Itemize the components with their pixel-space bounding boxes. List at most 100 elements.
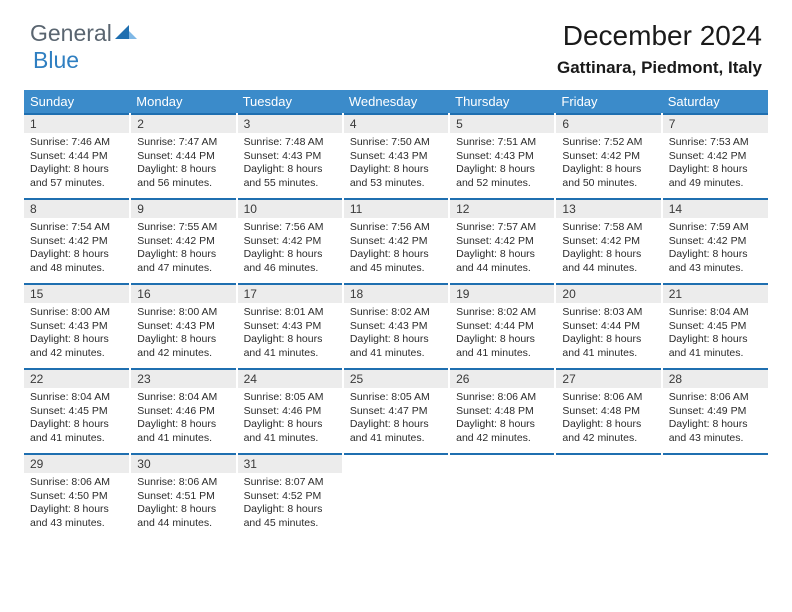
week-daynum-row: 22232425262728 — [24, 369, 768, 388]
day-header-row: SundayMondayTuesdayWednesdayThursdayFrid… — [24, 90, 768, 114]
day-header: Saturday — [662, 90, 768, 114]
week-body-row: Sunrise: 7:46 AMSunset: 4:44 PMDaylight:… — [24, 133, 768, 199]
day-body-cell: Sunrise: 7:59 AMSunset: 4:42 PMDaylight:… — [662, 218, 768, 284]
logo-text-blue-wrap: Blue — [33, 47, 79, 74]
sunset-text: Sunset: 4:43 PM — [456, 150, 548, 164]
daylight-text: Daylight: 8 hours and 47 minutes. — [137, 248, 229, 275]
sunrise-text: Sunrise: 8:06 AM — [562, 391, 654, 405]
day-header: Monday — [130, 90, 236, 114]
sunrise-text: Sunrise: 8:04 AM — [669, 306, 762, 320]
sunset-text: Sunset: 4:42 PM — [669, 235, 762, 249]
day-number-cell: 28 — [662, 369, 768, 388]
sunset-text: Sunset: 4:44 PM — [456, 320, 548, 334]
day-number-cell: 1 — [24, 114, 130, 133]
day-number-cell: 2 — [130, 114, 236, 133]
day-number-cell — [662, 454, 768, 473]
daylight-text: Daylight: 8 hours and 42 minutes. — [456, 418, 548, 445]
sunset-text: Sunset: 4:44 PM — [562, 320, 654, 334]
day-body-cell — [343, 473, 449, 539]
week-body-row: Sunrise: 8:00 AMSunset: 4:43 PMDaylight:… — [24, 303, 768, 369]
sunset-text: Sunset: 4:43 PM — [244, 320, 336, 334]
day-number-cell: 4 — [343, 114, 449, 133]
sunrise-text: Sunrise: 8:03 AM — [562, 306, 654, 320]
day-body-cell: Sunrise: 8:02 AMSunset: 4:43 PMDaylight:… — [343, 303, 449, 369]
day-body-cell: Sunrise: 8:00 AMSunset: 4:43 PMDaylight:… — [130, 303, 236, 369]
sunset-text: Sunset: 4:42 PM — [350, 235, 442, 249]
daylight-text: Daylight: 8 hours and 41 minutes. — [244, 333, 336, 360]
daylight-text: Daylight: 8 hours and 52 minutes. — [456, 163, 548, 190]
day-body-cell: Sunrise: 8:05 AMSunset: 4:47 PMDaylight:… — [343, 388, 449, 454]
daylight-text: Daylight: 8 hours and 43 minutes. — [30, 503, 123, 530]
day-body-cell: Sunrise: 8:04 AMSunset: 4:45 PMDaylight:… — [662, 303, 768, 369]
day-body-cell — [662, 473, 768, 539]
daylight-text: Daylight: 8 hours and 46 minutes. — [244, 248, 336, 275]
daylight-text: Daylight: 8 hours and 42 minutes. — [562, 418, 654, 445]
sunset-text: Sunset: 4:42 PM — [244, 235, 336, 249]
day-header: Wednesday — [343, 90, 449, 114]
day-body-cell: Sunrise: 7:57 AMSunset: 4:42 PMDaylight:… — [449, 218, 555, 284]
daylight-text: Daylight: 8 hours and 41 minutes. — [137, 418, 229, 445]
sunset-text: Sunset: 4:42 PM — [30, 235, 123, 249]
sunset-text: Sunset: 4:42 PM — [562, 150, 654, 164]
sunset-text: Sunset: 4:42 PM — [456, 235, 548, 249]
sunrise-text: Sunrise: 8:06 AM — [30, 476, 123, 490]
sunrise-text: Sunrise: 8:06 AM — [456, 391, 548, 405]
sunrise-text: Sunrise: 8:06 AM — [669, 391, 762, 405]
day-number-cell: 10 — [237, 199, 343, 218]
day-body-cell: Sunrise: 7:47 AMSunset: 4:44 PMDaylight:… — [130, 133, 236, 199]
daylight-text: Daylight: 8 hours and 44 minutes. — [562, 248, 654, 275]
sunset-text: Sunset: 4:46 PM — [244, 405, 336, 419]
day-number-cell: 25 — [343, 369, 449, 388]
day-body-cell: Sunrise: 7:53 AMSunset: 4:42 PMDaylight:… — [662, 133, 768, 199]
day-body-cell: Sunrise: 8:06 AMSunset: 4:50 PMDaylight:… — [24, 473, 130, 539]
day-body-cell: Sunrise: 8:04 AMSunset: 4:46 PMDaylight:… — [130, 388, 236, 454]
sunrise-text: Sunrise: 7:52 AM — [562, 136, 654, 150]
daylight-text: Daylight: 8 hours and 41 minutes. — [669, 333, 762, 360]
logo: General — [30, 20, 139, 47]
sunrise-text: Sunrise: 8:02 AM — [456, 306, 548, 320]
day-body-cell: Sunrise: 7:50 AMSunset: 4:43 PMDaylight:… — [343, 133, 449, 199]
day-header: Friday — [555, 90, 661, 114]
sunset-text: Sunset: 4:42 PM — [562, 235, 654, 249]
day-number-cell: 20 — [555, 284, 661, 303]
month-title: December 2024 — [557, 20, 762, 52]
day-number-cell: 7 — [662, 114, 768, 133]
calendar-table: SundayMondayTuesdayWednesdayThursdayFrid… — [24, 90, 768, 539]
sunrise-text: Sunrise: 8:04 AM — [30, 391, 123, 405]
daylight-text: Daylight: 8 hours and 49 minutes. — [669, 163, 762, 190]
week-daynum-row: 1234567 — [24, 114, 768, 133]
daylight-text: Daylight: 8 hours and 55 minutes. — [244, 163, 336, 190]
sunrise-text: Sunrise: 7:48 AM — [244, 136, 336, 150]
sunset-text: Sunset: 4:43 PM — [350, 150, 442, 164]
day-number-cell: 17 — [237, 284, 343, 303]
week-daynum-row: 15161718192021 — [24, 284, 768, 303]
logo-text-general: General — [30, 20, 112, 47]
day-body-cell: Sunrise: 7:46 AMSunset: 4:44 PMDaylight:… — [24, 133, 130, 199]
sunset-text: Sunset: 4:47 PM — [350, 405, 442, 419]
day-body-cell: Sunrise: 7:55 AMSunset: 4:42 PMDaylight:… — [130, 218, 236, 284]
day-number-cell: 27 — [555, 369, 661, 388]
day-body-cell: Sunrise: 7:56 AMSunset: 4:42 PMDaylight:… — [237, 218, 343, 284]
location: Gattinara, Piedmont, Italy — [557, 58, 762, 78]
day-body-cell: Sunrise: 8:05 AMSunset: 4:46 PMDaylight:… — [237, 388, 343, 454]
daylight-text: Daylight: 8 hours and 43 minutes. — [669, 248, 762, 275]
sunrise-text: Sunrise: 7:55 AM — [137, 221, 229, 235]
title-block: December 2024 Gattinara, Piedmont, Italy — [557, 20, 762, 78]
daylight-text: Daylight: 8 hours and 42 minutes. — [30, 333, 123, 360]
sunrise-text: Sunrise: 7:56 AM — [350, 221, 442, 235]
daylight-text: Daylight: 8 hours and 44 minutes. — [137, 503, 229, 530]
day-number-cell: 23 — [130, 369, 236, 388]
day-number-cell — [449, 454, 555, 473]
day-number-cell: 26 — [449, 369, 555, 388]
day-header: Tuesday — [237, 90, 343, 114]
day-body-cell: Sunrise: 8:06 AMSunset: 4:49 PMDaylight:… — [662, 388, 768, 454]
day-number-cell: 22 — [24, 369, 130, 388]
sunrise-text: Sunrise: 8:00 AM — [30, 306, 123, 320]
daylight-text: Daylight: 8 hours and 45 minutes. — [244, 503, 336, 530]
sunrise-text: Sunrise: 8:05 AM — [244, 391, 336, 405]
day-number-cell: 9 — [130, 199, 236, 218]
daylight-text: Daylight: 8 hours and 57 minutes. — [30, 163, 123, 190]
day-number-cell: 3 — [237, 114, 343, 133]
sunset-text: Sunset: 4:43 PM — [350, 320, 442, 334]
day-number-cell: 11 — [343, 199, 449, 218]
